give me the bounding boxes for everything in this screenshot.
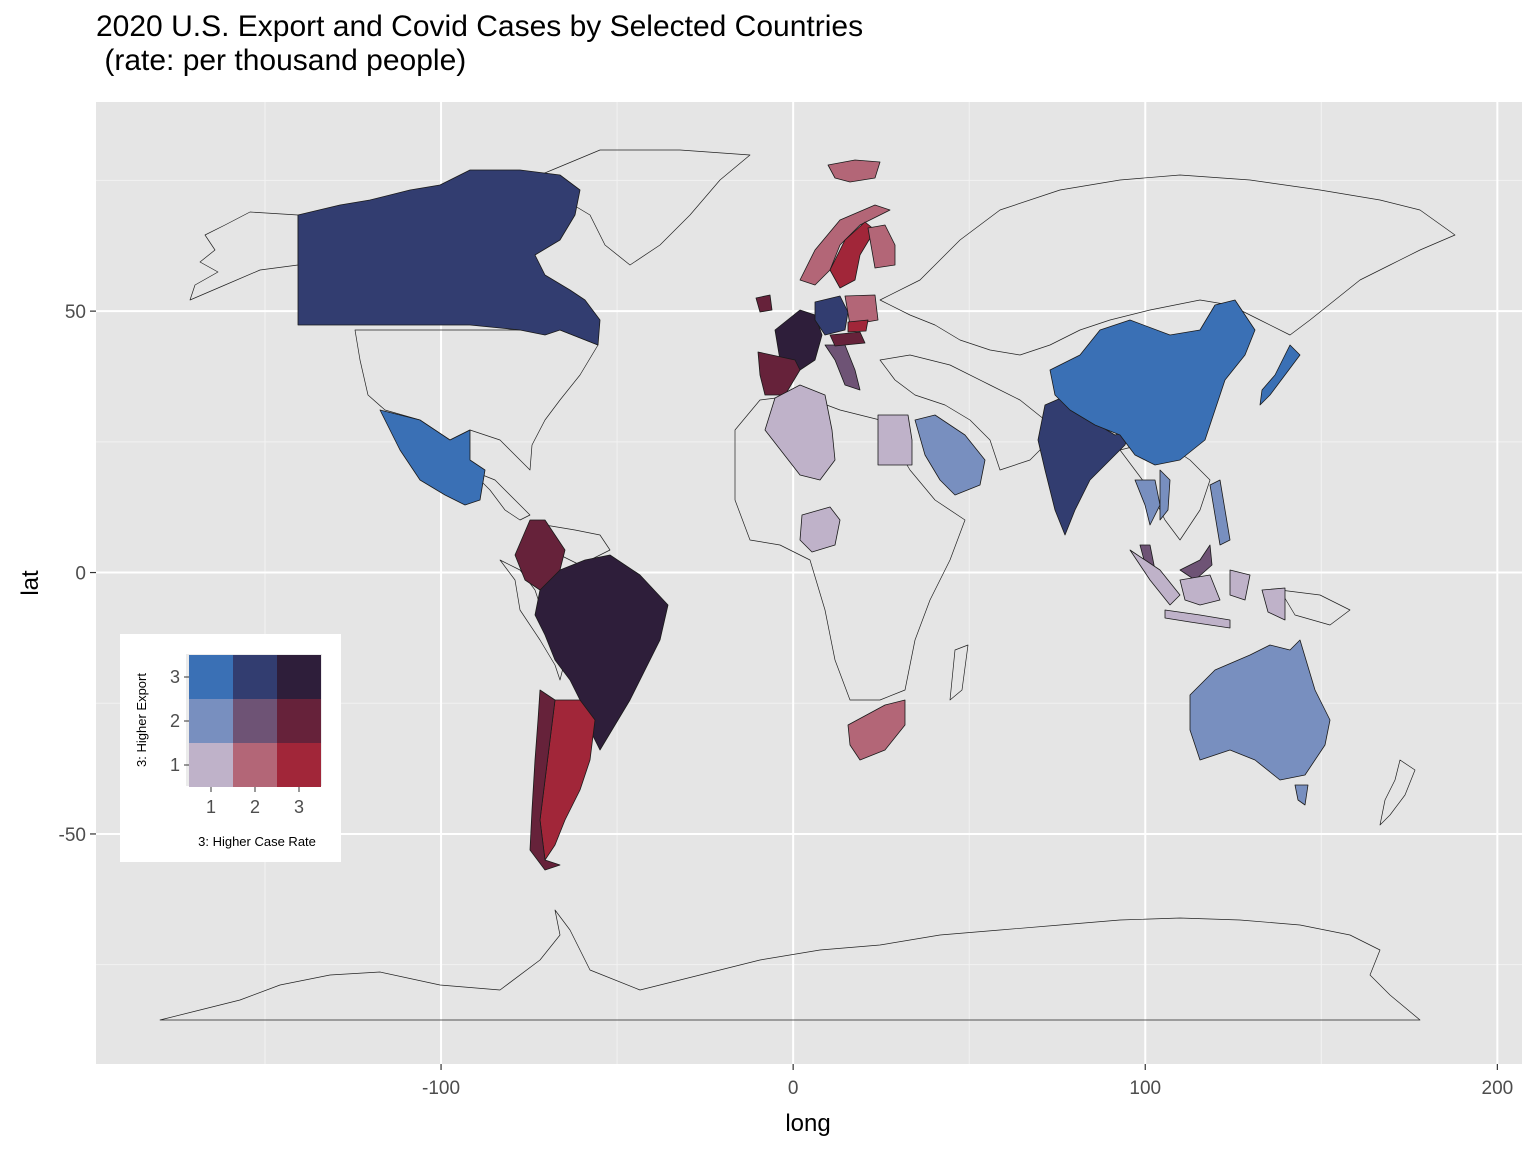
y-axis-title: lat <box>17 570 44 596</box>
outline-new-zealand <box>1379 759 1416 826</box>
outline-africa <box>734 394 966 701</box>
country-mexico <box>379 409 486 506</box>
legend-y-title: 3: Higher Export <box>134 673 149 767</box>
legend-cell-export3-case3 <box>277 655 321 699</box>
legend-cell-export1-case2 <box>233 743 277 787</box>
outline-usa <box>354 329 599 471</box>
country-indonesia <box>1129 549 1286 629</box>
country-south-africa <box>847 699 906 761</box>
outline-new-guinea <box>1279 589 1351 626</box>
country-colombia <box>514 519 566 591</box>
legend-cell-export1-case3 <box>277 743 321 787</box>
outline-eurasia <box>879 174 1456 356</box>
country-norway <box>799 204 891 286</box>
legend-x-title: 3: Higher Case Rate <box>198 834 316 849</box>
outline-antarctica <box>159 909 1421 1021</box>
legend-x-tick-label: 1 <box>206 797 216 817</box>
country-thailand <box>1134 479 1161 526</box>
legend-y-tick-label: 1 <box>170 755 180 775</box>
outline-central-america <box>469 469 531 521</box>
legend-y-tick-label: 3 <box>170 667 180 687</box>
axes: -100 0 100 200 -50 0 50 <box>59 302 1514 1099</box>
legend-y-tick-label: 2 <box>170 711 180 731</box>
y-tick-label: -50 <box>59 825 86 846</box>
title-line-1: 2020 U.S. Export and Covid Cases by Sele… <box>96 10 864 43</box>
legend-cell-export2-case2 <box>233 699 277 743</box>
y-tick-label: 0 <box>75 564 86 585</box>
country-china <box>1049 299 1256 466</box>
country-austria <box>829 331 866 347</box>
country-australia <box>1189 639 1331 806</box>
country-poland <box>844 294 879 326</box>
legend-x-tick-label: 2 <box>250 797 260 817</box>
x-tick-label: 200 <box>1482 1078 1514 1099</box>
country-sweden <box>829 221 876 289</box>
legend-cell-export2-case1 <box>189 699 233 743</box>
country-layer <box>159 149 1456 1021</box>
country-svalbard <box>827 159 881 183</box>
outline-greenland <box>539 149 751 266</box>
country-brazil <box>534 554 669 751</box>
x-axis-title: long <box>785 1110 830 1137</box>
x-tick-label: -100 <box>422 1078 460 1099</box>
country-philippines <box>1209 479 1231 546</box>
country-japan <box>1259 344 1301 406</box>
country-algeria <box>764 384 836 481</box>
legend-cell-export2-case3 <box>277 699 321 743</box>
country-nigeria <box>799 506 841 553</box>
country-chile <box>529 689 561 871</box>
title-line-2: (rate: per thousand people) <box>96 44 467 77</box>
y-tick-label: 50 <box>65 302 86 323</box>
country-vietnam <box>1159 469 1171 521</box>
country-finland <box>867 224 896 269</box>
outline-alaska <box>189 211 299 301</box>
legend-cells <box>189 655 321 787</box>
legend-cell-export1-case1 <box>189 743 233 787</box>
legend-cell-export3-case2 <box>233 655 277 699</box>
country-saudi-arabia <box>914 414 986 496</box>
outline-madagascar <box>949 644 969 701</box>
bivariate-legend: 1 2 3 1 2 3 3: Higher Case Rate 3: Higher Exp… <box>120 634 341 862</box>
country-czechia <box>847 319 869 333</box>
country-egypt <box>877 414 913 466</box>
country-canada <box>297 169 601 346</box>
country-ireland <box>755 294 773 313</box>
country-germany <box>814 295 849 336</box>
x-tick-label: 0 <box>788 1078 799 1099</box>
chart-title: 2020 U.S. Export and Covid Cases by Sele… <box>96 10 863 78</box>
legend-x-tick-label: 3 <box>294 797 304 817</box>
x-tick-label: 100 <box>1129 1078 1161 1099</box>
legend-ticks: 1 2 3 1 2 3 <box>170 667 304 817</box>
outline-middle-east <box>879 354 1051 471</box>
legend-cell-export3-case1 <box>189 655 233 699</box>
